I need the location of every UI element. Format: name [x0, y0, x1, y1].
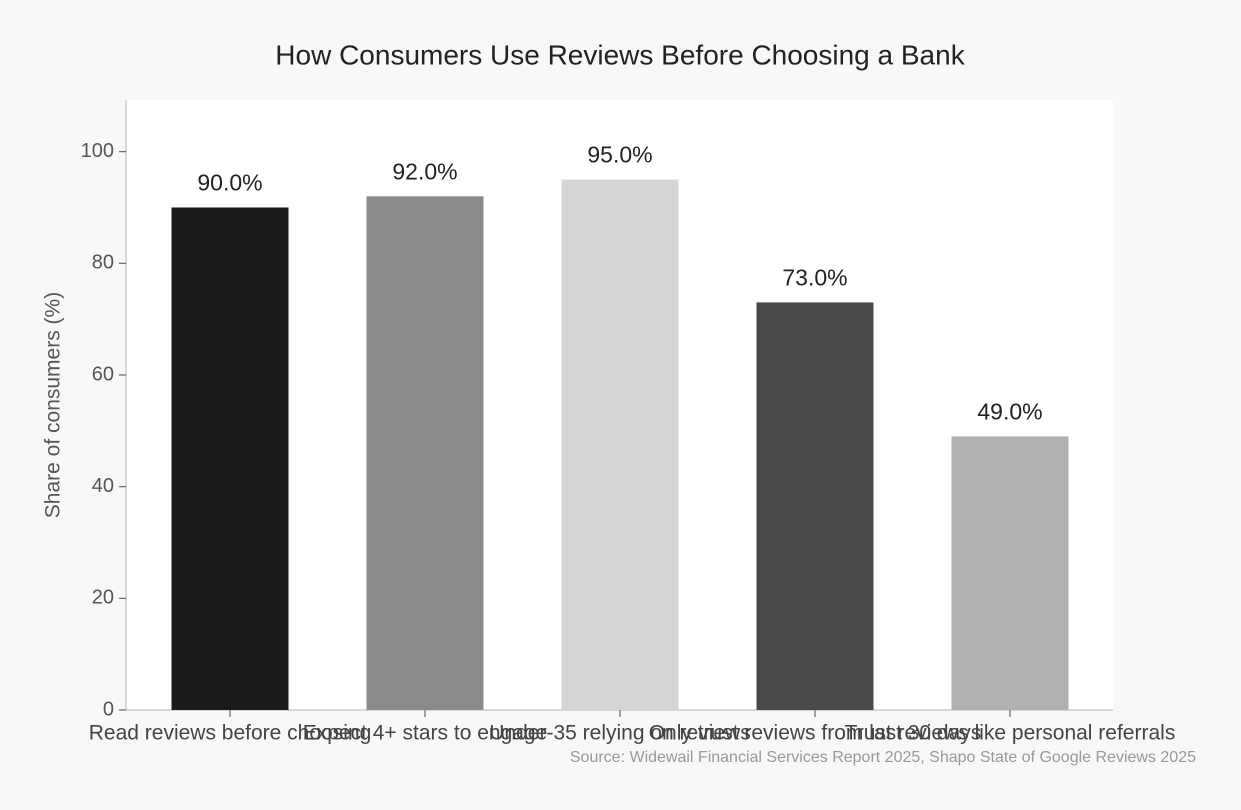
bar	[561, 179, 679, 711]
value-label: 95.0%	[587, 142, 652, 168]
y-tick-label: 0	[103, 698, 114, 720]
value-label: 90.0%	[197, 170, 262, 196]
bar	[171, 207, 289, 710]
value-label: 49.0%	[977, 398, 1042, 424]
source-note: Source: Widewail Financial Services Repo…	[570, 749, 1196, 766]
y-tick-label: 80	[92, 252, 114, 274]
y-tick-label: 40	[92, 475, 114, 497]
x-tick-label: Under-35 relying on reviews	[489, 722, 750, 745]
bar	[366, 196, 484, 710]
chart-title: How Consumers Use Reviews Before Choosin…	[275, 39, 965, 70]
y-tick-label: 20	[92, 587, 114, 609]
value-label: 92.0%	[392, 158, 457, 184]
value-label: 73.0%	[782, 264, 847, 290]
y-tick-label: 60	[92, 363, 114, 385]
bar	[756, 302, 874, 710]
x-tick-label: Trust reviews like personal referrals	[845, 722, 1176, 745]
bar	[951, 436, 1069, 710]
x-tick-label: Expect 4+ stars to engage	[303, 722, 548, 745]
x-tick-label: Only trust reviews from last 30 days	[649, 722, 982, 745]
y-axis-label: Share of consumers (%)	[42, 292, 65, 518]
y-tick-label: 100	[81, 140, 114, 162]
x-tick-label: Read reviews before choosing	[89, 722, 372, 745]
